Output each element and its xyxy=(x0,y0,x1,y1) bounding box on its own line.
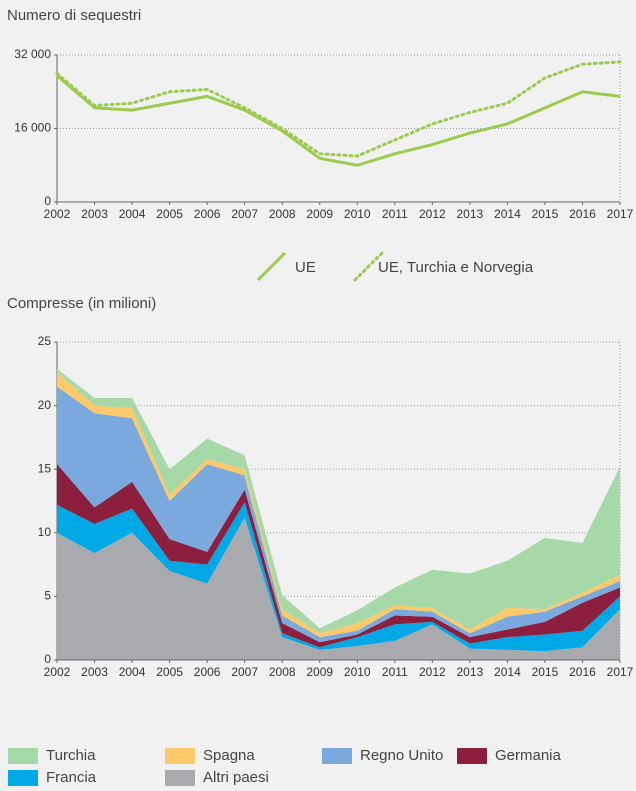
x-tick-label: 2008 xyxy=(269,207,296,221)
legend-label: Altri paesi xyxy=(203,769,269,786)
x-tick-label: 2011 xyxy=(382,207,408,221)
x-tick-label: 2015 xyxy=(532,665,559,679)
x-tick-label: 2012 xyxy=(419,207,446,221)
area xyxy=(57,502,620,652)
x-tick-label: 2004 xyxy=(119,665,146,679)
x-tick-label: 2009 xyxy=(306,665,333,679)
x-tick-label: 2008 xyxy=(269,665,296,679)
x-tick-label: 2005 xyxy=(156,207,183,221)
x-tick-label: 2007 xyxy=(231,207,258,221)
x-tick-label: 2004 xyxy=(119,207,146,221)
series-line xyxy=(55,60,622,158)
y-tick-label: 0 xyxy=(44,652,51,666)
x-tick-label: 2013 xyxy=(457,665,484,679)
legend-label: UE xyxy=(295,259,316,276)
x-tick-label: 2007 xyxy=(231,665,258,679)
area xyxy=(57,386,620,643)
legend-swatch xyxy=(165,748,195,764)
y-tick-label: 20 xyxy=(38,398,52,412)
legend-swatch xyxy=(8,748,38,764)
x-tick-label: 2015 xyxy=(532,207,559,221)
legend-label: Francia xyxy=(46,769,97,786)
legend-swatch xyxy=(322,748,352,764)
area xyxy=(57,464,620,648)
y-tick-label: 25 xyxy=(38,334,52,348)
x-tick-label: 2002 xyxy=(44,665,71,679)
y-tick-label: 32 000 xyxy=(14,47,51,61)
legend-label: Regno Unito xyxy=(360,747,443,764)
x-tick-label: 2012 xyxy=(419,665,446,679)
legend-label: Germania xyxy=(495,747,562,764)
legend-swatch xyxy=(165,770,195,786)
x-tick-label: 2016 xyxy=(569,665,596,679)
x-tick-label: 2003 xyxy=(81,207,108,221)
y-tick-label: 0 xyxy=(44,194,51,208)
x-tick-label: 2011 xyxy=(382,665,408,679)
x-tick-label: 2016 xyxy=(569,207,596,221)
legend-label: UE, Turchia e Norvegia xyxy=(378,259,534,276)
y-tick-label: 15 xyxy=(38,461,52,475)
y-tick-label: 10 xyxy=(38,525,52,539)
area xyxy=(57,517,620,660)
legend-label: Spagna xyxy=(203,747,255,764)
x-tick-label: 2002 xyxy=(44,207,71,221)
chart-title: Numero di sequestri xyxy=(7,7,141,24)
legend-swatch xyxy=(256,251,287,282)
series-line xyxy=(56,74,621,167)
x-tick-label: 2017 xyxy=(607,207,634,221)
x-tick-label: 2010 xyxy=(344,665,371,679)
y-tick-label: 16 000 xyxy=(14,121,51,135)
legend-swatch xyxy=(457,748,487,764)
legend-swatch xyxy=(353,251,384,282)
x-tick-label: 2005 xyxy=(156,665,183,679)
y-tick-label: 5 xyxy=(44,589,51,603)
legend-label: Turchia xyxy=(46,747,96,764)
x-tick-label: 2006 xyxy=(194,665,221,679)
x-tick-label: 2010 xyxy=(344,207,371,221)
x-tick-label: 2006 xyxy=(194,207,221,221)
legend-swatch xyxy=(8,770,38,786)
chart-title: Compresse (in milioni) xyxy=(7,295,156,312)
x-tick-label: 2013 xyxy=(457,207,484,221)
x-tick-label: 2003 xyxy=(81,665,108,679)
x-tick-label: 2014 xyxy=(494,665,521,679)
x-tick-label: 2009 xyxy=(306,207,333,221)
x-tick-label: 2017 xyxy=(607,665,634,679)
x-tick-label: 2014 xyxy=(494,207,521,221)
